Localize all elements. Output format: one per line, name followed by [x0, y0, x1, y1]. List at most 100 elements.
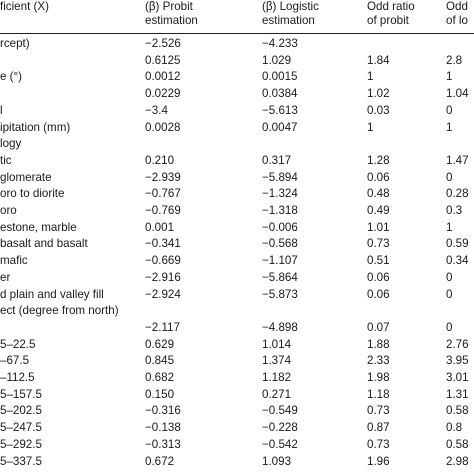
cell-odd-ratio-probit: 1.28 [367, 154, 390, 167]
cell-probit-estimation: −0.669 [145, 254, 181, 267]
cell-probit-estimation: −2.526 [145, 37, 181, 50]
cell-odd-ratio-probit: 0.73 [367, 237, 390, 250]
cell-odd-ratio-probit: 1.18 [367, 388, 390, 401]
cell-logistic-estimation: 1.093 [262, 455, 292, 468]
cell-probit-estimation: −2.916 [145, 271, 181, 284]
cell-logistic-estimation: 0.317 [262, 154, 292, 167]
cell-odd-ratio-probit: 1.02 [367, 87, 390, 100]
row-label: l [0, 104, 3, 117]
cell-odd-ratio-probit: 0.87 [367, 421, 390, 434]
cell-odd-ratio-probit: 0.73 [367, 404, 390, 417]
cell-odd-ratio-probit: 0.06 [367, 288, 390, 301]
cell-probit-estimation: 0.0012 [145, 70, 181, 83]
row-label: er [0, 271, 11, 284]
cell-odd-ratio-probit: 0.73 [367, 438, 390, 451]
cell-odd-ratio-logistic: 0 [446, 288, 453, 301]
header-probit-line2: estimation [145, 14, 198, 27]
row-label: d plain and valley fill [0, 288, 104, 301]
cell-logistic-estimation: −0.549 [262, 404, 298, 417]
header-odd-ratio-probit: Odd ratio of probit [367, 0, 415, 28]
cell-probit-estimation: 0.210 [145, 154, 175, 167]
row-label: glomerate [0, 171, 52, 184]
cell-odd-ratio-logistic: 3.95 [446, 354, 469, 367]
cell-probit-estimation: 0.629 [145, 338, 175, 351]
cell-probit-estimation: −2.117 [145, 321, 180, 334]
cell-probit-estimation: 0.6125 [145, 54, 181, 67]
cell-odd-ratio-probit: 0.06 [367, 271, 390, 284]
cell-logistic-estimation: −5.864 [262, 271, 298, 284]
cell-odd-ratio-logistic: 0.3 [446, 204, 463, 217]
cell-odd-ratio-logistic: 0 [446, 271, 453, 284]
header-bottom-rule [0, 33, 474, 34]
cell-logistic-estimation: −5.894 [262, 171, 298, 184]
row-label: 5–292.5 [0, 438, 42, 451]
cell-logistic-estimation: 1.014 [262, 338, 292, 351]
cell-logistic-estimation: −1.107 [262, 254, 298, 267]
row-label: oro [0, 204, 17, 217]
cell-logistic-estimation: −0.542 [262, 438, 298, 451]
cell-logistic-estimation: 1.182 [262, 371, 292, 384]
cell-odd-ratio-logistic: 0.58 [446, 438, 469, 451]
cell-probit-estimation: 0.845 [145, 354, 175, 367]
cell-odd-ratio-logistic: 0.8 [446, 421, 463, 434]
cell-logistic-estimation: 0.0384 [262, 87, 298, 100]
cell-odd-ratio-logistic: 1.47 [446, 154, 469, 167]
cell-odd-ratio-probit: 1 [367, 121, 374, 134]
row-label: ipitation (mm) [0, 121, 71, 134]
cell-logistic-estimation: −1.324 [262, 187, 298, 200]
row-label: 5–202.5 [0, 404, 42, 417]
cell-odd-ratio-logistic: 0.34 [446, 254, 469, 267]
cell-odd-ratio-logistic: 0.28 [446, 187, 469, 200]
cell-odd-ratio-logistic: 0 [446, 104, 453, 117]
cell-probit-estimation: 0.682 [145, 371, 175, 384]
cell-odd-ratio-probit: 0.07 [367, 321, 390, 334]
row-label: 5–22.5 [0, 338, 36, 351]
row-label: tic [0, 154, 12, 167]
cell-probit-estimation: −0.138 [145, 421, 181, 434]
header-oddprobit-line2: of probit [367, 14, 409, 27]
cell-logistic-estimation: 0.271 [262, 388, 292, 401]
cell-odd-ratio-probit: 0.06 [367, 171, 390, 184]
cell-odd-ratio-probit: 1.96 [367, 455, 390, 468]
cell-probit-estimation: −2.924 [145, 288, 181, 301]
cell-logistic-estimation: −1.318 [262, 204, 298, 217]
row-label: –112.5 [0, 371, 35, 384]
cell-odd-ratio-probit: 0.49 [367, 204, 390, 217]
cell-logistic-estimation: −0.568 [262, 237, 298, 250]
cell-odd-ratio-probit: 0.03 [367, 104, 390, 117]
row-label: basalt and basalt [0, 237, 88, 250]
cell-logistic-estimation: −4.233 [262, 37, 298, 50]
row-label: 5–157.5 [0, 388, 42, 401]
header-odd-ratio-logistic: Odd of lo [446, 0, 468, 28]
header-logistic-line1: (β) Logistic [262, 0, 319, 13]
cell-probit-estimation: −3.4 [145, 104, 168, 117]
cell-probit-estimation: −0.769 [145, 204, 181, 217]
cell-logistic-estimation: −0.228 [262, 421, 298, 434]
cell-probit-estimation: −0.767 [145, 187, 181, 200]
cell-logistic-estimation: 1.029 [262, 54, 292, 67]
row-label: e (°) [0, 70, 23, 83]
cell-odd-ratio-probit: 0.48 [367, 187, 390, 200]
cell-odd-ratio-logistic: 2.8 [446, 54, 463, 67]
cell-logistic-estimation: 1.374 [262, 354, 292, 367]
cell-probit-estimation: 0.150 [145, 388, 175, 401]
cell-odd-ratio-probit: 1.01 [367, 221, 390, 234]
cell-logistic-estimation: −4.898 [262, 321, 298, 334]
cell-odd-ratio-logistic: 0 [446, 321, 453, 334]
cell-odd-ratio-probit: 1.84 [367, 54, 390, 67]
cell-odd-ratio-probit: 0.51 [367, 254, 390, 267]
cell-probit-estimation: −0.341 [145, 237, 181, 250]
cell-probit-estimation: 0.0028 [145, 121, 181, 134]
cell-odd-ratio-logistic: 0.59 [446, 237, 469, 250]
cell-probit-estimation: −0.316 [145, 404, 181, 417]
cell-odd-ratio-logistic: 0 [446, 171, 453, 184]
cell-odd-ratio-logistic: 1 [446, 221, 453, 234]
cell-probit-estimation: 0.001 [145, 221, 175, 234]
header-oddlogit-line2: of lo [446, 14, 468, 27]
cell-probit-estimation: 0.0229 [145, 87, 181, 100]
header-logistic-line2: estimation [262, 14, 315, 27]
header-coefficient: ficient (X) [0, 0, 49, 14]
cell-probit-estimation: −2.939 [145, 171, 181, 184]
row-label: ect (degree from north) [0, 304, 119, 317]
row-label: logy [0, 137, 22, 150]
